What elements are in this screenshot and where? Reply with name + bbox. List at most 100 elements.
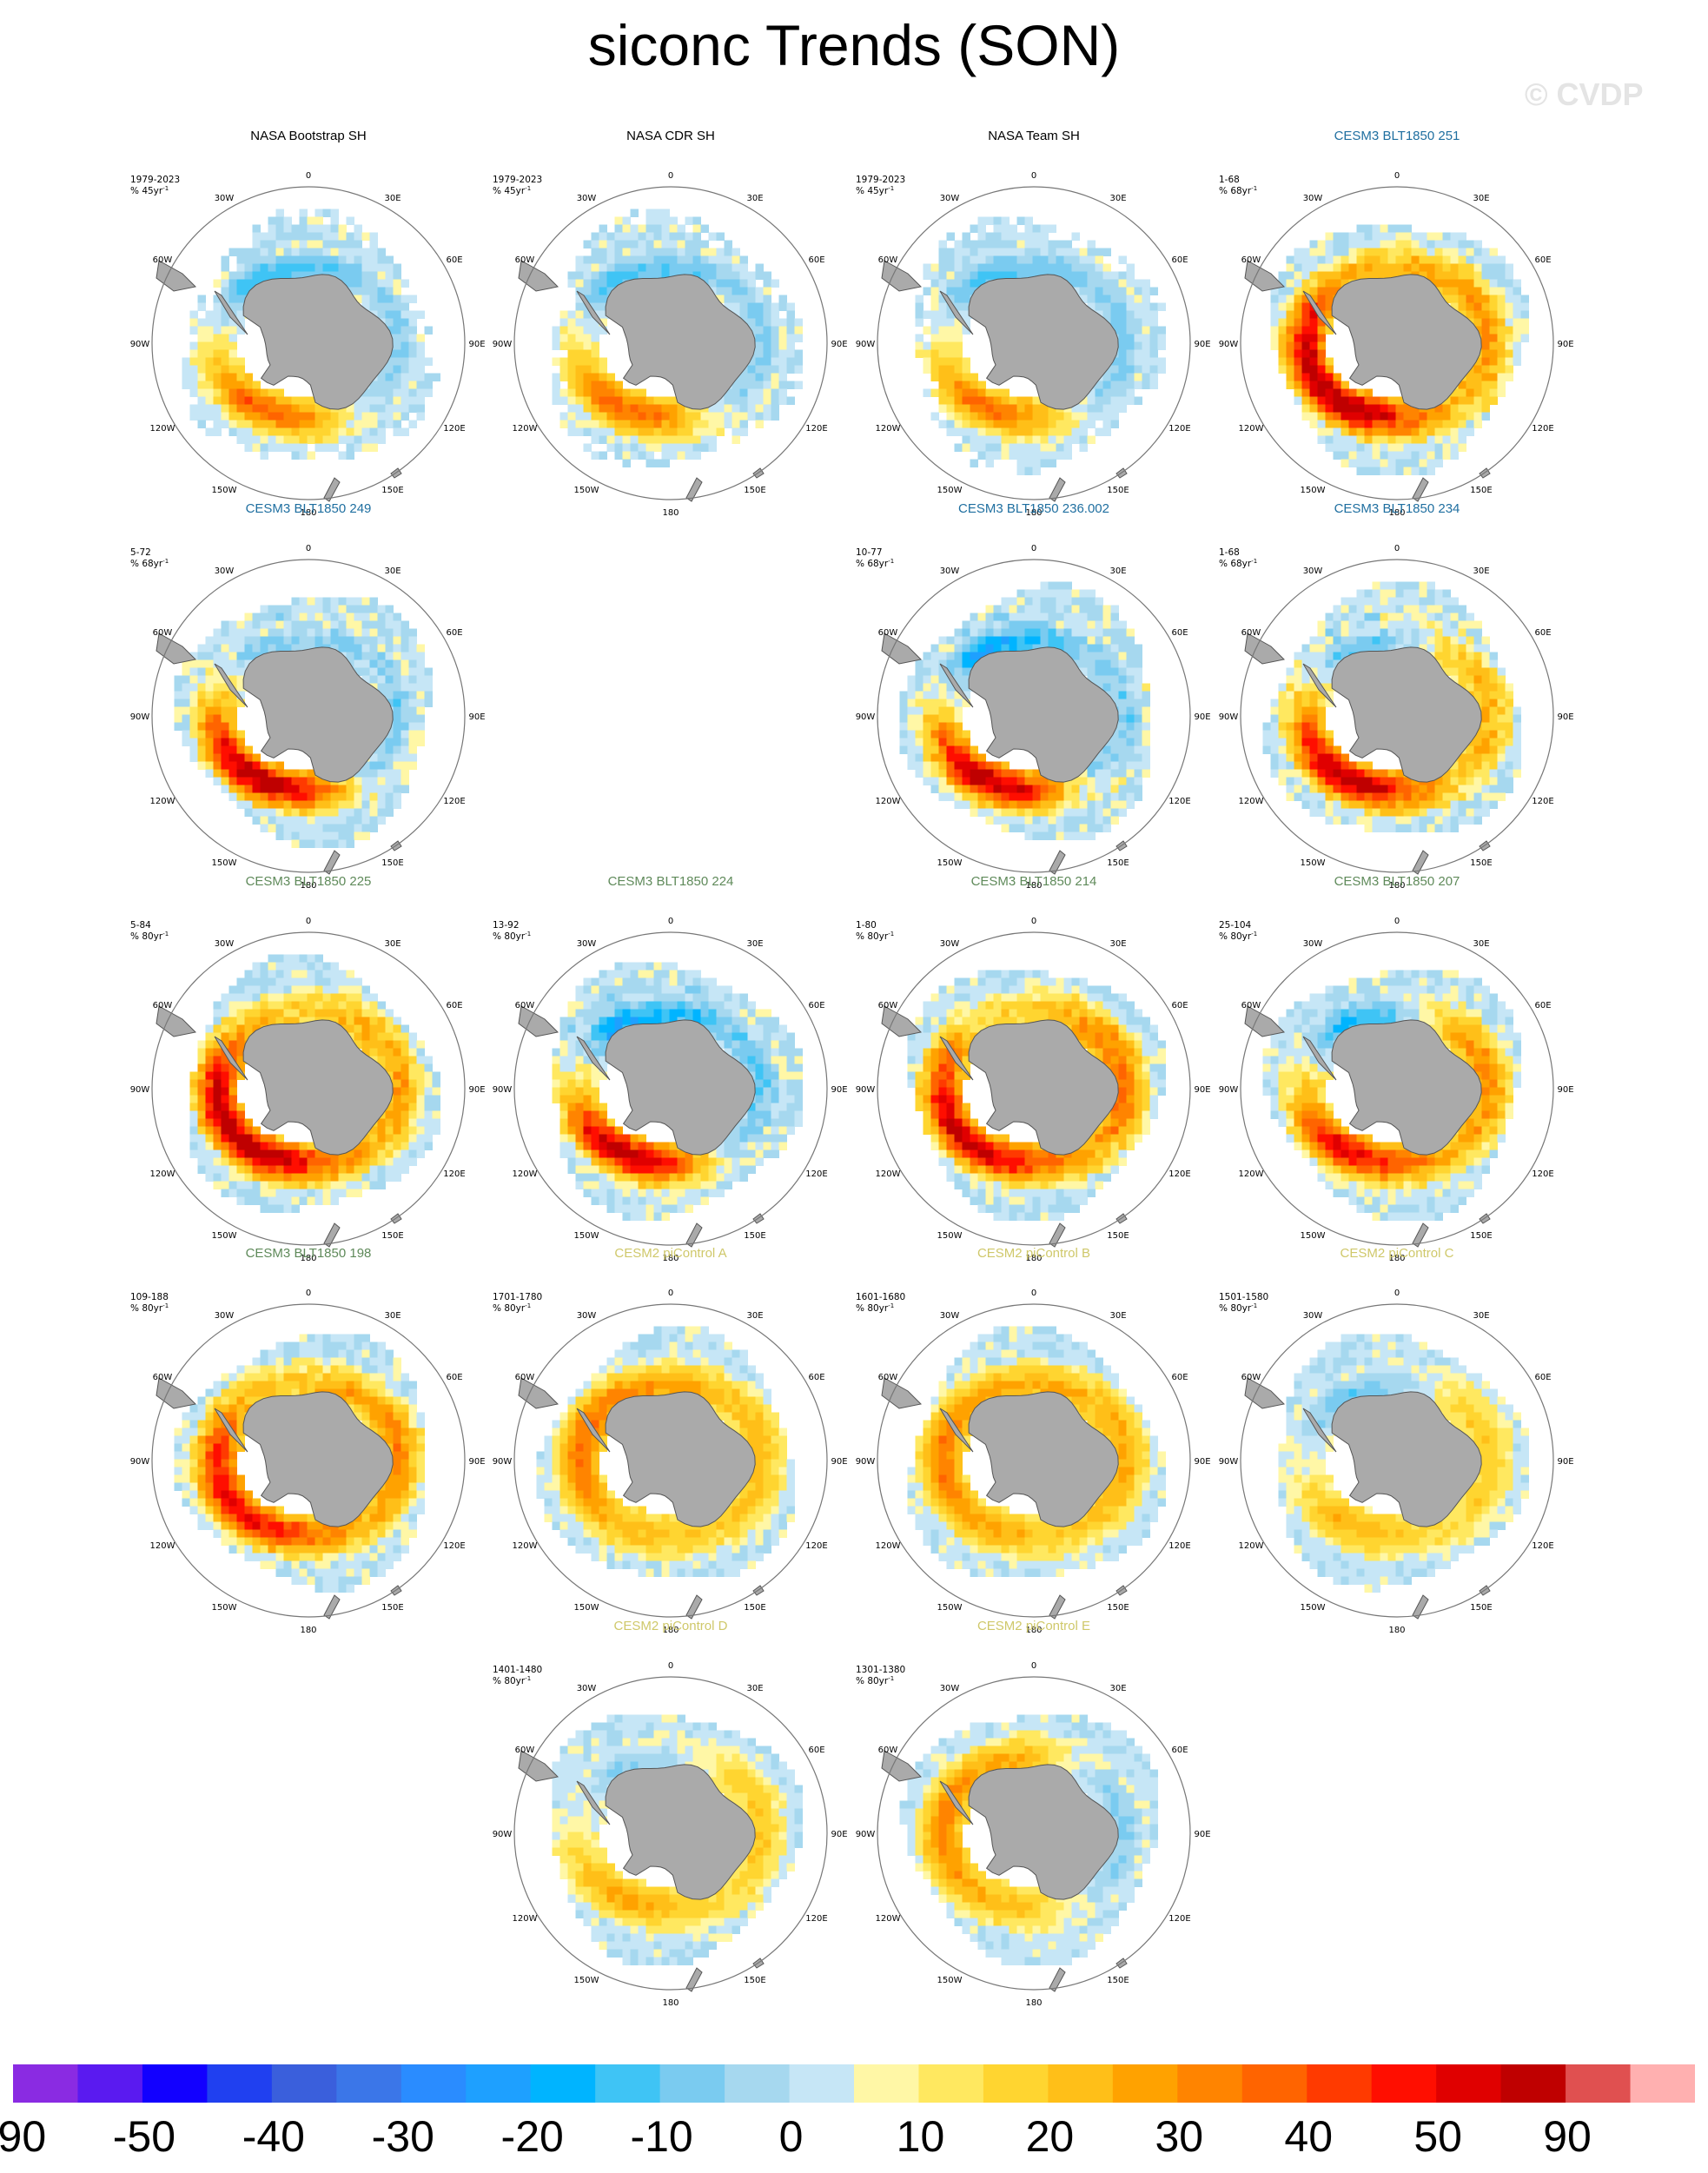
colorbar-swatch bbox=[983, 2064, 1049, 2103]
longitude-label: 150E bbox=[381, 858, 403, 868]
map-panel: CESM2 piControl E 0 30E 60E 90E 120E 150E 180 15… bbox=[847, 1619, 1221, 1992]
longitude-label: 60W bbox=[153, 255, 173, 265]
longitude-label: 90W bbox=[1219, 1085, 1239, 1095]
longitude-label: 150W bbox=[937, 1231, 963, 1241]
longitude-label: 150E bbox=[381, 486, 403, 495]
map-panel: NASA Team SH 0 30E 60E 90E 120E 150E 180 150W 120… bbox=[847, 129, 1221, 502]
longitude-label: 120E bbox=[1532, 424, 1553, 434]
longitude-label: 150E bbox=[1470, 1603, 1492, 1613]
longitude-label: 150E bbox=[1107, 1603, 1129, 1613]
longitude-label: 120E bbox=[1532, 1541, 1553, 1551]
colorbar-swatch bbox=[1436, 2064, 1501, 2103]
longitude-label: 60E bbox=[1534, 255, 1551, 265]
longitude-label: 60E bbox=[808, 1001, 824, 1010]
longitude-label: 60E bbox=[446, 1373, 462, 1382]
longitude-label: 0 bbox=[1394, 1289, 1400, 1298]
longitude-label: 0 bbox=[1031, 917, 1036, 926]
longitude-label: 60E bbox=[1171, 1001, 1188, 1010]
longitude-label: 150W bbox=[937, 1976, 963, 1985]
longitude-label: 90E bbox=[1194, 712, 1210, 722]
longitude-label: 120E bbox=[443, 424, 465, 434]
new-zealand-landmass bbox=[686, 468, 764, 501]
longitude-label: 120E bbox=[443, 797, 465, 806]
longitude-label: 60W bbox=[153, 1001, 173, 1010]
longitude-label: 150W bbox=[1301, 858, 1326, 868]
longitude-label: 120E bbox=[1532, 797, 1553, 806]
longitude-label: 30E bbox=[384, 939, 401, 949]
longitude-label: 150E bbox=[1107, 858, 1129, 868]
longitude-label: 120E bbox=[1168, 1169, 1190, 1179]
longitude-label: 120W bbox=[1238, 1541, 1263, 1551]
longitude-label: 150E bbox=[1470, 1231, 1492, 1241]
period-label: 1301-1380 bbox=[856, 1665, 905, 1675]
map-panel: CESM2 piControl B 0 30E 60E 90E 120E 150E 180 15… bbox=[847, 1246, 1221, 1620]
longitude-label: 150W bbox=[212, 858, 237, 868]
polar-map: 030E60E90E120E150E180150W120W90W60W30W10… bbox=[847, 501, 1221, 901]
longitude-label: 120E bbox=[1168, 424, 1190, 434]
longitude-label: 120E bbox=[805, 1169, 827, 1179]
longitude-label: 60W bbox=[515, 1746, 535, 1755]
longitude-label: 120W bbox=[875, 1914, 900, 1924]
longitude-label: 60E bbox=[446, 255, 462, 265]
longitude-label: 60W bbox=[878, 255, 898, 265]
longitude-label: 150W bbox=[1301, 1231, 1326, 1241]
map-panel: CESM2 piControl A 0 30E 60E 90E 120E 150E 180 15… bbox=[484, 1246, 857, 1620]
colorbar-tick-label: 0 bbox=[731, 2111, 852, 2162]
period-label: 1979-2023 bbox=[856, 175, 905, 185]
longitude-label: 60W bbox=[153, 1373, 173, 1382]
longitude-label: 120E bbox=[1168, 797, 1190, 806]
longitude-label: 60E bbox=[1534, 628, 1551, 638]
colorbar-swatch bbox=[660, 2064, 725, 2103]
colorbar-swatch bbox=[1566, 2064, 1631, 2103]
longitude-label: 0 bbox=[668, 1289, 673, 1298]
longitude-label: 90W bbox=[130, 1457, 150, 1467]
longitude-label: 120W bbox=[1238, 797, 1263, 806]
longitude-label: 180 bbox=[1025, 1998, 1042, 2008]
longitude-label: 30W bbox=[940, 1311, 960, 1321]
period-label: 10-77 bbox=[856, 547, 883, 558]
longitude-label: 90E bbox=[1557, 712, 1573, 722]
longitude-label: 60W bbox=[515, 1001, 535, 1010]
colorbar-tick-label: 10 bbox=[859, 2111, 981, 2162]
longitude-label: 120W bbox=[149, 1169, 175, 1179]
polar-map: 030E60E90E120E150E180150W120W90W60W30W25… bbox=[1210, 874, 1584, 1274]
units-label: % 80yr-1 bbox=[493, 1302, 531, 1314]
longitude-label: 90E bbox=[1194, 1085, 1210, 1095]
colorbar-tick-label: 20 bbox=[989, 2111, 1110, 2162]
longitude-label: 150W bbox=[574, 1976, 599, 1985]
colorbar-tick-label: 30 bbox=[1118, 2111, 1240, 2162]
polar-map: 030E60E90E120E150E180150W120W90W60W30W13… bbox=[847, 1619, 1221, 2018]
longitude-label: 0 bbox=[668, 171, 673, 181]
colorbar-swatch bbox=[1501, 2064, 1566, 2103]
map-panel: NASA Bootstrap SH 0 30E 60E 90E 120E 150E 180 15… bbox=[122, 129, 495, 502]
longitude-label: 150W bbox=[574, 1603, 599, 1613]
units-label: % 80yr-1 bbox=[493, 931, 531, 942]
longitude-label: 30W bbox=[577, 1684, 597, 1693]
longitude-label: 60E bbox=[446, 628, 462, 638]
longitude-label: 150E bbox=[744, 486, 765, 495]
longitude-label: 30W bbox=[215, 939, 235, 949]
longitude-label: 180 bbox=[1388, 1626, 1405, 1635]
longitude-label: 30E bbox=[1109, 1311, 1126, 1321]
colorbar-swatch bbox=[466, 2064, 531, 2103]
longitude-label: 0 bbox=[668, 917, 673, 926]
longitude-label: 30W bbox=[940, 1684, 960, 1693]
longitude-label: 90E bbox=[1557, 1457, 1573, 1467]
longitude-label: 60E bbox=[1171, 1373, 1188, 1382]
map-panel: CESM3 BLT1850 198 0 30E 60E 90E 120E 150E 180 15… bbox=[122, 1246, 495, 1620]
polar-map: 030E60E90E120E150E180150W120W90W60W30W10… bbox=[122, 1246, 495, 1646]
longitude-label: 150W bbox=[937, 1603, 963, 1613]
polar-map: 030E60E90E120E150E180150W120W90W60W30W17… bbox=[484, 1246, 857, 1646]
colorbar-swatch bbox=[854, 2064, 919, 2103]
map-panel: CESM2 piControl D 0 30E 60E 90E 120E 150E 180 15… bbox=[484, 1619, 857, 1992]
units-label: % 80yr-1 bbox=[130, 931, 169, 942]
new-zealand-landmass bbox=[324, 468, 401, 501]
longitude-label: 60W bbox=[1241, 1001, 1261, 1010]
period-label: 1-68 bbox=[1219, 547, 1240, 558]
polar-map: 0 30E 60E 90E 120E 150E 180 150W 120W 90W 60W 30W 1-… bbox=[1210, 129, 1584, 528]
longitude-label: 60E bbox=[1171, 255, 1188, 265]
longitude-label: 60W bbox=[878, 1373, 898, 1382]
colorbar-swatch bbox=[13, 2064, 78, 2103]
longitude-label: 30W bbox=[940, 194, 960, 203]
period-label: 13-92 bbox=[493, 920, 520, 931]
